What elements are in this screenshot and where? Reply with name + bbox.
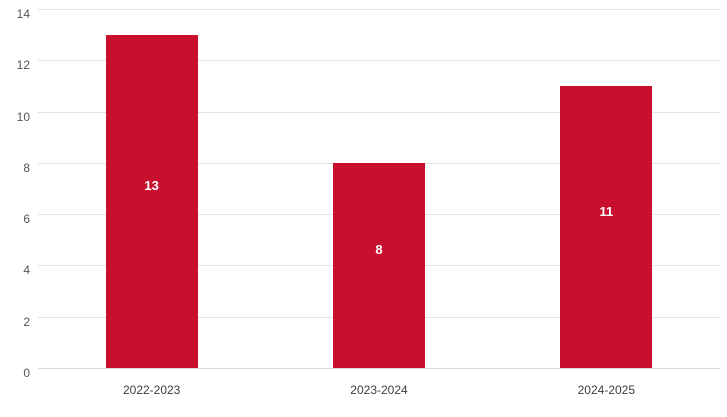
- bar-value-label: 13: [144, 178, 159, 194]
- y-axis-tick-label: 6: [23, 212, 30, 227]
- y-gridline: [38, 9, 720, 10]
- y-axis-tick-label: 2: [23, 314, 30, 329]
- x-axis-category-label: 2023-2024: [350, 383, 408, 397]
- y-axis-tick-label: 14: [16, 7, 30, 21]
- bar-value-label: 8: [375, 242, 383, 258]
- y-axis-tick-label: 0: [23, 366, 30, 380]
- y-axis-tick-label: 12: [16, 58, 30, 73]
- bar-2023-2024[interactable]: [333, 162, 425, 368]
- bar-value-label: 11: [599, 203, 614, 219]
- x-axis-baseline: [38, 368, 720, 369]
- x-axis-category-label: 2024-2025: [577, 383, 636, 397]
- y-axis-tick-label: 8: [23, 160, 30, 175]
- y-axis-tick-label: 10: [16, 109, 30, 124]
- bar-2022-2023[interactable]: [105, 34, 198, 368]
- x-axis-category-label: 2022-2023: [122, 383, 181, 397]
- y-axis-tick-label: 4: [23, 263, 30, 278]
- bar-2024-2025[interactable]: [560, 85, 653, 368]
